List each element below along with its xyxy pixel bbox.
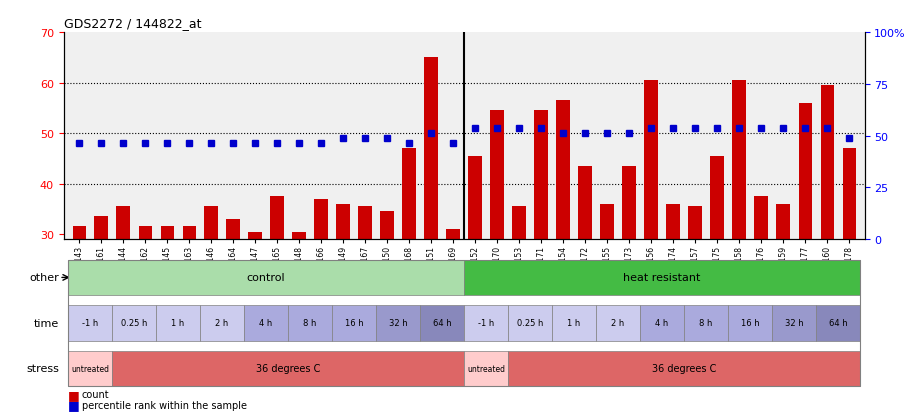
Text: 2 h: 2 h: [612, 319, 625, 328]
Text: 1 h: 1 h: [568, 319, 581, 328]
Bar: [666, 204, 680, 386]
Bar: [733, 81, 745, 386]
Bar: [95, 217, 107, 386]
Bar: [843, 149, 855, 386]
Bar: [337, 204, 349, 386]
Bar: [689, 207, 702, 386]
Text: 36 degrees C: 36 degrees C: [652, 363, 716, 374]
Text: 2 h: 2 h: [216, 319, 228, 328]
Text: 1 h: 1 h: [171, 319, 185, 328]
Bar: [138, 227, 152, 386]
Text: 8 h: 8 h: [303, 319, 317, 328]
Bar: [711, 157, 723, 386]
Text: ■: ■: [68, 388, 80, 401]
Bar: [359, 207, 371, 386]
Text: stress: stress: [26, 363, 59, 374]
Text: 64 h: 64 h: [829, 319, 847, 328]
Text: heat resistant: heat resistant: [623, 273, 701, 283]
Bar: [183, 227, 196, 386]
Bar: [315, 199, 328, 386]
Text: count: count: [82, 389, 109, 399]
Bar: [557, 101, 570, 386]
Bar: [534, 111, 548, 386]
Bar: [270, 197, 284, 386]
Text: ■: ■: [68, 398, 80, 411]
Bar: [821, 86, 834, 386]
Bar: [776, 204, 790, 386]
Bar: [644, 81, 658, 386]
Text: other: other: [29, 273, 59, 283]
Bar: [73, 227, 86, 386]
Bar: [622, 166, 636, 386]
Text: 32 h: 32 h: [784, 319, 804, 328]
Text: 16 h: 16 h: [741, 319, 760, 328]
Text: time: time: [34, 318, 59, 328]
Text: -1 h: -1 h: [478, 319, 494, 328]
Bar: [205, 207, 217, 386]
Bar: [469, 157, 481, 386]
Text: 4 h: 4 h: [259, 319, 273, 328]
Text: 32 h: 32 h: [389, 319, 408, 328]
Text: 16 h: 16 h: [345, 319, 363, 328]
Bar: [116, 207, 130, 386]
Bar: [402, 149, 416, 386]
Text: GDS2272 / 144822_at: GDS2272 / 144822_at: [64, 17, 201, 29]
Text: 0.25 h: 0.25 h: [517, 319, 543, 328]
Bar: [601, 204, 613, 386]
Text: -1 h: -1 h: [82, 319, 98, 328]
Text: untreated: untreated: [467, 364, 505, 373]
Bar: [380, 212, 394, 386]
Bar: [227, 219, 239, 386]
Bar: [579, 166, 592, 386]
Text: 0.25 h: 0.25 h: [121, 319, 147, 328]
Text: 36 degrees C: 36 degrees C: [256, 363, 320, 374]
Text: untreated: untreated: [71, 364, 109, 373]
Text: percentile rank within the sample: percentile rank within the sample: [82, 400, 247, 410]
Bar: [798, 104, 812, 386]
Bar: [424, 58, 438, 386]
Text: 64 h: 64 h: [433, 319, 451, 328]
Bar: [490, 111, 504, 386]
Bar: [512, 207, 526, 386]
Bar: [292, 232, 306, 386]
Text: control: control: [247, 273, 286, 283]
Bar: [754, 197, 768, 386]
Bar: [447, 230, 460, 386]
Bar: [248, 232, 262, 386]
Text: 4 h: 4 h: [655, 319, 669, 328]
Text: 8 h: 8 h: [700, 319, 713, 328]
Bar: [160, 227, 174, 386]
